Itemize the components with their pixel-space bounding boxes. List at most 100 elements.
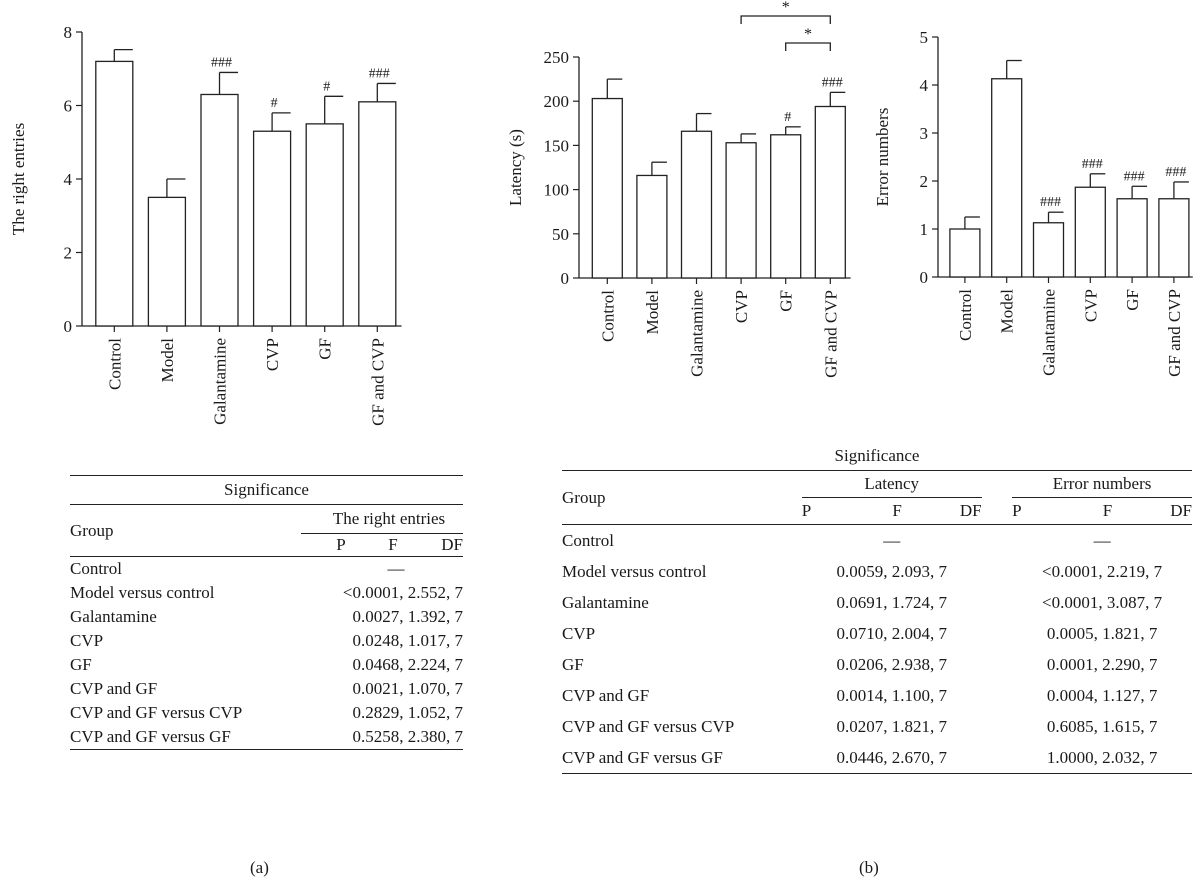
significance-mark: ### [822,75,843,90]
table-a-row-value: — [387,559,405,578]
table-b-row-latency: 0.0710, 2.004, 7 [836,623,947,643]
table-b-latency-header: Latency [801,470,982,498]
table-b-row-group: GF [562,654,584,674]
significance-mark: # [323,79,330,94]
comparison-bracket [740,15,831,24]
table-b-row-group: CVP and GF versus CVP [562,716,735,736]
table-b-row-errors: <0.0001, 2.219, 7 [1042,561,1163,581]
table-b-errors-header: Error numbers [1012,470,1192,498]
comparison-mark: * [782,0,790,16]
comparison-bracket [785,42,831,51]
table-a-group-header: Group [70,504,301,557]
table-a-subheader-df: DF [419,533,463,557]
table-b-row-latency: 0.0014, 1.100, 7 [836,685,947,705]
x-tick-label: GF [1123,289,1142,311]
x-tick-label: GF [316,338,335,360]
bar [252,130,292,327]
table-b-row-errors: 0.0005, 1.821, 7 [1046,623,1158,643]
table-a-row-value: <0.0001, 2.552, 7 [342,583,463,602]
y-axis-label: Latency (s) [506,129,525,206]
table-a-measure-header: The right entries [301,504,463,534]
panel-label-b: (b) [859,858,879,877]
bar [591,97,623,279]
bar [1074,186,1106,278]
significance-table-b: Significance Group Latency Error numbers… [562,442,1192,774]
x-tick-label: Control [105,338,124,390]
y-tick-label: 3 [920,124,929,143]
bar [770,134,802,279]
x-tick-label: Galantamine [1040,289,1059,376]
bar [147,196,187,327]
y-tick-label: 200 [544,92,570,111]
y-tick-label: 5 [920,28,929,47]
table-b-subheader-p: P [1012,497,1073,525]
x-tick-label: GF and CVP [821,290,840,378]
comparison-mark: * [804,26,812,43]
table-b-row-errors: 0.6085, 1.615, 7 [1046,716,1158,736]
table-b-subheader-df: DF [1142,497,1192,525]
significance-mark: # [271,96,278,111]
bar [680,130,713,279]
significance-mark: ### [1040,195,1061,210]
table-b-row-group: Control [562,530,614,550]
y-tick-label: 0 [64,317,73,336]
significance-mark: ### [1082,157,1103,172]
y-tick-label: 2 [64,244,73,263]
x-tick-label: GF and CVP [1165,289,1184,377]
significance-mark: ### [211,55,232,70]
x-tick-label: CVP [263,338,282,371]
significance-mark: # [784,110,791,125]
x-tick-label: Model [158,338,177,383]
table-b-row-errors: — [1093,530,1111,550]
table-a-row-value: 0.5258, 2.380, 7 [301,725,463,750]
table-a-row-group: CVP and GF [70,679,158,698]
table-b-row-errors: 1.0000, 2.032, 7 [1012,742,1192,774]
y-tick-label: 0 [920,268,929,287]
x-tick-label: Model [998,289,1017,334]
bar [814,105,846,279]
x-tick-label: Control [956,289,975,341]
table-b-row-group: CVP and GF [562,685,650,705]
table-b-subheader-df: DF [932,497,982,525]
y-tick-label: 50 [552,225,569,244]
table-a-row-value: 0.0021, 1.070, 7 [352,679,464,698]
significance-mark: ### [1124,169,1145,184]
table-b-group-header: Group [562,470,802,525]
bar [1116,198,1148,278]
table-b-row-group: Galantamine [562,592,649,612]
table-b-row-group: CVP [562,623,596,643]
table-a-subheader-f: F [367,533,419,557]
table-a-row-group: Control [70,559,122,578]
y-axis-label: The right entries [9,123,28,235]
significance-mark: ### [369,66,390,81]
table-b-subheader-f: F [861,497,933,525]
x-tick-label: Control [598,290,617,342]
y-tick-label: 1 [920,220,929,239]
table-a-row-group: Model versus control [70,583,215,602]
bar [949,228,981,278]
y-tick-label: 100 [544,181,570,200]
y-tick-label: 6 [64,97,73,116]
table-b-row-group: Model versus control [562,561,707,581]
table-a-row-group: CVP and GF versus GF [70,725,301,750]
table-b-subheader-p: P [801,497,862,525]
bar [725,142,757,279]
table-b-row-latency: 0.0206, 2.938, 7 [836,654,947,674]
table-b-subheader-f: F [1072,497,1143,525]
table-a-row-group: CVP and GF versus CVP [70,703,243,722]
table-b-row-latency: 0.0059, 2.093, 7 [836,561,947,581]
bar [200,93,239,327]
table-a-row-group: GF [70,655,92,674]
table-b-row-errors: <0.0001, 3.087, 7 [1042,592,1163,612]
table-b-row-latency: 0.0207, 1.821, 7 [836,716,947,736]
x-tick-label: CVP [1081,289,1100,322]
table-a-row-value: 0.2829, 1.052, 7 [352,703,464,722]
significance-mark: ### [1165,165,1186,180]
y-tick-label: 4 [64,170,73,189]
table-a-subheader-p: P [301,533,367,557]
y-tick-label: 250 [544,48,570,67]
x-tick-label: GF and CVP [368,338,387,426]
x-tick-label: Galantamine [688,290,707,377]
bar [636,174,668,279]
